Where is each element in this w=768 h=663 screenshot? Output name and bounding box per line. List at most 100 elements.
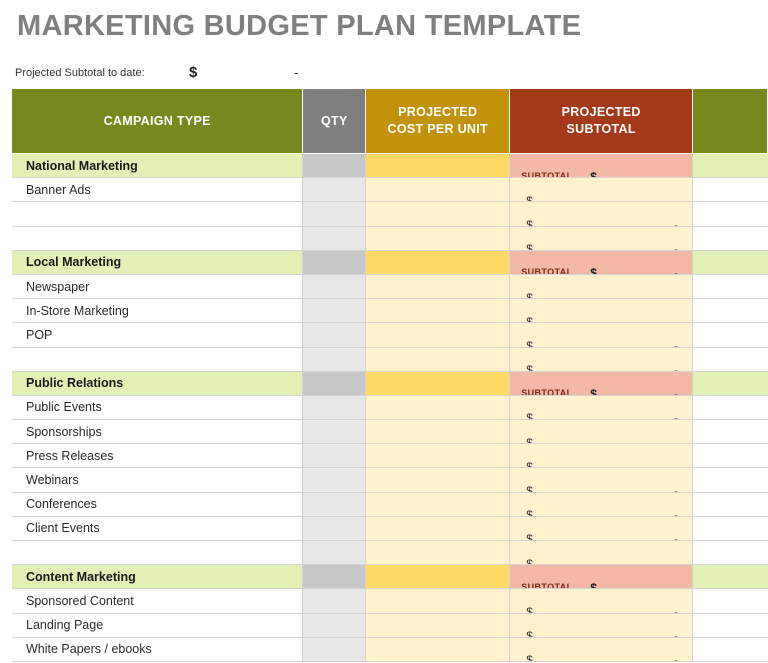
projected-subtotal-cell[interactable]: $ - [509,226,694,251]
extra-cell[interactable] [692,395,768,421]
cost-per-unit-cell[interactable] [365,492,511,517]
extra-cell[interactable] [692,443,768,469]
projected-subtotal-cell[interactable]: $ - [509,322,694,348]
cost-per-unit-cell[interactable] [365,298,511,324]
qty-cell[interactable] [302,274,367,300]
campaign-type-cell[interactable]: Landing Page [12,613,304,638]
cost-per-unit-cell[interactable] [365,226,511,251]
extra-cell[interactable] [692,322,768,348]
campaign-type-cell[interactable] [12,226,304,251]
qty-cell[interactable] [302,347,367,372]
extra-cell[interactable] [692,371,768,396]
campaign-type-cell[interactable] [12,540,304,566]
projected-subtotal-cell[interactable]: $ - [509,201,694,227]
projected-subtotal-cell[interactable]: $ - [509,274,694,300]
extra-cell[interactable] [692,540,768,566]
column-header-qty[interactable]: QTY [302,89,367,154]
cost-per-unit-cell[interactable] [365,177,511,203]
section-subtotal-cell[interactable]: SUBTOTAL $ - [509,564,694,590]
qty-cell[interactable] [302,492,367,517]
cost-per-unit-cell[interactable] [365,371,511,396]
projected-subtotal-cell[interactable]: $ - [509,613,694,638]
cost-per-unit-cell[interactable] [365,613,511,638]
extra-cell[interactable] [692,564,768,590]
campaign-type-cell[interactable]: Client Events [12,516,304,542]
cost-per-unit-cell[interactable] [365,588,511,614]
campaign-type-cell[interactable]: Public Events [12,395,304,421]
extra-cell[interactable] [692,250,768,275]
extra-cell[interactable] [692,492,768,517]
qty-cell[interactable] [302,371,367,396]
projected-subtotal-cell[interactable]: $ - [509,588,694,614]
campaign-type-cell[interactable] [12,201,304,227]
qty-cell[interactable] [302,201,367,227]
projected-subtotal-value[interactable]: - [294,65,299,80]
qty-cell[interactable] [302,540,367,566]
extra-cell[interactable] [692,588,768,614]
cost-per-unit-cell[interactable] [365,564,511,590]
qty-cell[interactable] [302,395,367,421]
qty-cell[interactable] [302,637,367,662]
extra-cell[interactable] [692,226,768,251]
extra-cell[interactable] [692,298,768,324]
projected-subtotal-cell[interactable]: $ - [509,298,694,324]
extra-cell[interactable] [692,516,768,542]
projected-subtotal-cell[interactable]: $ - [509,467,694,493]
extra-cell[interactable] [692,419,768,445]
section-name-cell[interactable]: Local Marketing [12,250,304,275]
qty-cell[interactable] [302,588,367,614]
campaign-type-cell[interactable]: Webinars [12,467,304,493]
qty-cell[interactable] [302,226,367,251]
extra-cell[interactable] [692,347,768,372]
qty-cell[interactable] [302,564,367,590]
column-header-campaign-type[interactable]: CAMPAIGN TYPE [12,89,304,154]
cost-per-unit-cell[interactable] [365,467,511,493]
projected-subtotal-cell[interactable]: $ - [509,637,694,662]
section-name-cell[interactable]: Content Marketing [12,564,304,590]
cost-per-unit-cell[interactable] [365,419,511,445]
campaign-type-cell[interactable] [12,347,304,372]
qty-cell[interactable] [302,419,367,445]
section-name-cell[interactable]: Public Relations [12,371,304,396]
campaign-type-cell[interactable]: Conferences [12,492,304,517]
extra-cell[interactable] [692,274,768,300]
qty-cell[interactable] [302,322,367,348]
projected-subtotal-cell[interactable]: $ - [509,516,694,542]
qty-cell[interactable] [302,153,367,179]
cost-per-unit-cell[interactable] [365,516,511,542]
section-subtotal-cell[interactable]: SUBTOTAL $ - [509,371,694,396]
cost-per-unit-cell[interactable] [365,201,511,227]
qty-cell[interactable] [302,177,367,203]
cost-per-unit-cell[interactable] [365,540,511,566]
cost-per-unit-cell[interactable] [365,153,511,179]
projected-subtotal-cell[interactable]: $ - [509,540,694,566]
section-subtotal-cell[interactable]: SUBTOTAL $ - [509,153,694,179]
cost-per-unit-cell[interactable] [365,274,511,300]
campaign-type-cell[interactable]: White Papers / ebooks [12,637,304,662]
cost-per-unit-cell[interactable] [365,250,511,275]
campaign-type-cell[interactable]: Sponsorships [12,419,304,445]
qty-cell[interactable] [302,467,367,493]
projected-subtotal-cell[interactable]: $ - [509,347,694,372]
extra-cell[interactable] [692,201,768,227]
extra-cell[interactable] [692,637,768,662]
campaign-type-cell[interactable]: Banner Ads [12,177,304,203]
campaign-type-cell[interactable]: Press Releases [12,443,304,469]
qty-cell[interactable] [302,298,367,324]
campaign-type-cell[interactable]: Sponsored Content [12,588,304,614]
qty-cell[interactable] [302,443,367,469]
column-header-projected-subtotal[interactable]: PROJECTED SUBTOTAL [509,89,694,154]
section-subtotal-cell[interactable]: SUBTOTAL $ - [509,250,694,275]
campaign-type-cell[interactable]: In-Store Marketing [12,298,304,324]
extra-cell[interactable] [692,177,768,203]
cost-per-unit-cell[interactable] [365,637,511,662]
column-header-extra[interactable] [692,89,768,154]
projected-subtotal-cell[interactable]: $ - [509,177,694,203]
cost-per-unit-cell[interactable] [365,322,511,348]
cost-per-unit-cell[interactable] [365,347,511,372]
column-header-projected-cost-per-unit[interactable]: PROJECTED COST PER UNIT [365,89,511,154]
extra-cell[interactable] [692,613,768,638]
extra-cell[interactable] [692,467,768,493]
cost-per-unit-cell[interactable] [365,443,511,469]
qty-cell[interactable] [302,613,367,638]
